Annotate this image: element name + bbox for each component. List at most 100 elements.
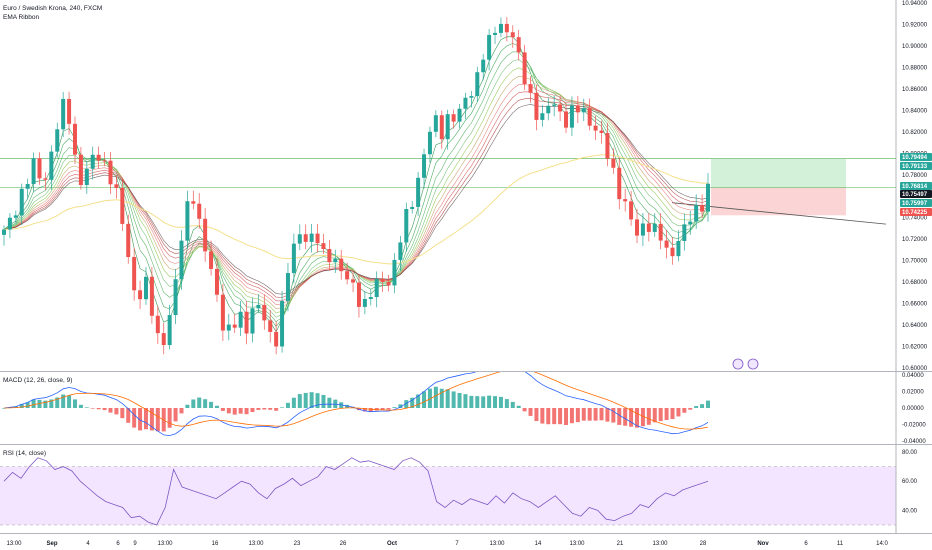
time-axis[interactable]: 13:00 Sep 4 6 9 13:00 16 13:00 23 26 Oct 7 13:00 14 13… — [0, 534, 932, 550]
candle-body — [534, 92, 539, 120]
candle-body — [676, 240, 681, 257]
macd-chart[interactable]: 0.04000 0.02000 0.00000 -0.02000 -0.04000 — [0, 372, 932, 444]
price-tag-bg — [900, 208, 932, 216]
candle-body — [238, 311, 243, 328]
macd-histogram-bar — [244, 408, 249, 415]
macd-histogram-bar — [475, 396, 480, 408]
candle-body — [7, 217, 12, 230]
candle-body — [191, 201, 196, 204]
candle-body — [706, 183, 710, 212]
macd-legend[interactable]: MACD (12, 26, close, 9) — [3, 377, 73, 384]
candle-body — [149, 276, 154, 316]
candle-body — [564, 111, 569, 128]
pane-separator[interactable] — [0, 371, 932, 372]
macd-histogram-bar — [510, 401, 515, 408]
time-tick-label: 4 — [86, 541, 90, 547]
macd-histogram-bar — [374, 408, 379, 411]
macd-histogram-bar — [439, 388, 444, 408]
symbol-legend: Euro / Swedish Krona, 240, FXCM — [3, 5, 103, 12]
macd-histogram-bar — [226, 408, 231, 414]
rsi-chart[interactable]: 80.00 60.00 40.00 — [0, 445, 932, 533]
macd-histogram-bar — [457, 392, 462, 408]
macd-tick-label: 0.02000 — [902, 390, 924, 396]
price-tag-label: 10.74225 — [902, 210, 928, 216]
pane-separator[interactable] — [0, 444, 932, 445]
macd-histogram-bar — [564, 408, 569, 425]
macd-pane[interactable]: 0.04000 0.02000 0.00000 -0.02000 -0.04000 MA… — [0, 372, 932, 444]
candle-body — [90, 154, 95, 169]
pane-separator[interactable] — [0, 533, 932, 534]
price-tag: 10.79133 — [900, 162, 932, 170]
candle-body — [658, 223, 663, 241]
macd-histogram-bar — [138, 408, 143, 431]
time-tick-label: Sep — [46, 541, 57, 547]
candle-body — [581, 108, 586, 113]
price-tag: 10.74225 — [900, 208, 932, 216]
price-tick-label: 10.62000 — [902, 345, 928, 351]
macd-histogram-bar — [25, 402, 30, 408]
macd-histogram-bar — [37, 399, 42, 408]
macd-histogram-bar — [108, 408, 113, 413]
candle-body — [398, 242, 403, 260]
candle-body — [504, 23, 509, 33]
candle-body — [640, 223, 645, 236]
price-chart[interactable]: 10.94000 10.92000 10.90000 10.88000 10.86000… — [0, 0, 932, 371]
macd-histogram-bar — [386, 408, 391, 410]
candle-body — [226, 324, 231, 331]
macd-histogram-bar — [203, 399, 208, 408]
candle-body — [493, 32, 498, 35]
rsi-legend[interactable]: RSI (14, close) — [3, 450, 46, 457]
macd-histogram-bar — [13, 406, 18, 408]
candle-body — [427, 131, 432, 155]
candle-body — [309, 233, 314, 242]
candle-body — [43, 178, 48, 180]
macd-histogram-bar — [404, 400, 409, 408]
ema-ribbon-line — [3, 91, 709, 302]
price-tag: 10.75997 — [900, 199, 932, 207]
macd-histogram-bar — [629, 408, 634, 427]
candle-body — [78, 154, 83, 186]
time-tick-label: 28 — [700, 541, 707, 547]
price-tick-label: 10.86000 — [902, 87, 928, 93]
macd-tick-label: -0.02000 — [902, 423, 926, 429]
price-tick-label: 10.82000 — [902, 130, 928, 136]
ema-ribbon-legend[interactable]: EMA Ribbon — [3, 14, 40, 21]
macd-histogram-bar — [132, 408, 137, 428]
price-pane[interactable]: 10.94000 10.92000 10.90000 10.88000 10.86000… — [0, 0, 932, 371]
candle-body — [25, 184, 30, 189]
macd-histogram-bar — [445, 389, 450, 408]
macd-histogram-bar — [451, 391, 456, 408]
candle-body — [209, 251, 214, 269]
macd-histogram-bar — [120, 408, 125, 419]
macd-histogram-bar — [392, 407, 397, 408]
macd-histogram-bar — [126, 408, 131, 423]
rsi-pane[interactable]: 80.00 60.00 40.00 RSI (14, close) — [0, 445, 932, 533]
candle-body — [516, 37, 521, 53]
price-tag-label: 10.79494 — [902, 155, 928, 161]
macd-histogram-bar — [214, 405, 219, 408]
candle-body — [256, 304, 261, 309]
candle-body — [404, 209, 409, 243]
macd-histogram-bar — [410, 397, 415, 408]
candle-body — [291, 243, 296, 274]
time-tick-label: 6 — [116, 541, 120, 547]
candle-body — [61, 98, 66, 130]
macd-histogram-bar — [220, 408, 225, 411]
rsi-tick-label: 80.00 — [902, 450, 918, 456]
candle-body — [220, 294, 225, 331]
macd-histogram-bar — [285, 402, 290, 408]
candle-body — [285, 273, 290, 302]
price-tick-label: 10.72000 — [902, 237, 928, 243]
macd-histogram-bar — [688, 408, 693, 410]
candle-body — [475, 72, 480, 97]
macd-histogram-bar — [646, 408, 651, 425]
candle-body — [126, 223, 131, 258]
price-tag: 10.75497 — [900, 190, 932, 198]
time-tick-label: 13:00 — [6, 541, 22, 547]
macd-histogram-bar — [605, 408, 610, 422]
price-tick-label: 10.78000 — [902, 173, 928, 179]
macd-histogram-bar — [274, 408, 279, 411]
macd-histogram-bar — [581, 408, 586, 421]
candle-body — [185, 201, 190, 241]
macd-histogram-bar — [599, 408, 604, 421]
